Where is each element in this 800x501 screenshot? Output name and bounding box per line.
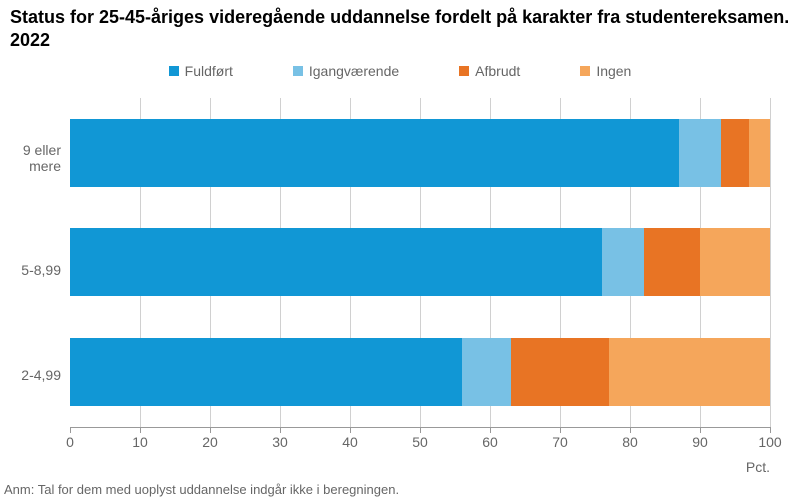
- x-tick-label: 40: [342, 434, 358, 450]
- y-axis-labels: 9 eller mere 5-8,99 2-4,99: [0, 98, 65, 427]
- legend-item: Ingen: [580, 63, 631, 79]
- plot-area: [70, 98, 770, 427]
- x-tick: [210, 427, 211, 433]
- y-tick-label: 5-8,99: [0, 262, 65, 279]
- legend-swatch: [293, 66, 303, 76]
- legend-swatch: [459, 66, 469, 76]
- x-tick: [70, 427, 71, 433]
- bar-row: [70, 338, 770, 406]
- bar-segment: [511, 338, 609, 406]
- bar-segment: [749, 119, 770, 187]
- bar-segment: [462, 338, 511, 406]
- x-axis-unit: Pct.: [746, 459, 770, 475]
- legend-swatch: [169, 66, 179, 76]
- x-tick-label: 70: [552, 434, 568, 450]
- legend: Fuldført Igangværende Afbrudt Ingen: [0, 55, 800, 85]
- chart-title: Status for 25-45-åriges videregående udd…: [0, 0, 800, 55]
- legend-item: Afbrudt: [459, 63, 520, 79]
- stacked-bar: [70, 338, 770, 406]
- y-tick-label: 2-4,99: [0, 367, 65, 384]
- legend-item: Igangværende: [293, 63, 399, 79]
- x-axis: 0102030405060708090100: [70, 427, 770, 457]
- bar-segment: [700, 228, 770, 296]
- x-tick-label: 80: [622, 434, 638, 450]
- x-tick: [560, 427, 561, 433]
- bar-row: [70, 228, 770, 296]
- bar-segment: [721, 119, 749, 187]
- x-tick-label: 50: [412, 434, 428, 450]
- x-tick-label: 100: [758, 434, 781, 450]
- bar-segment: [602, 228, 644, 296]
- x-tick: [140, 427, 141, 433]
- x-tick: [490, 427, 491, 433]
- footnote: Anm: Tal for dem med uoplyst uddannelse …: [4, 482, 399, 497]
- x-tick-label: 30: [272, 434, 288, 450]
- stacked-bar: [70, 228, 770, 296]
- bar-segment: [70, 228, 602, 296]
- x-tick: [350, 427, 351, 433]
- bar-rows: [70, 98, 770, 427]
- x-tick-label: 0: [66, 434, 74, 450]
- bar-segment: [70, 338, 462, 406]
- x-tick: [700, 427, 701, 433]
- x-tick: [280, 427, 281, 433]
- x-tick-label: 60: [482, 434, 498, 450]
- x-tick: [420, 427, 421, 433]
- bar-segment: [679, 119, 721, 187]
- legend-label: Ingen: [596, 63, 631, 79]
- stacked-bar: [70, 119, 770, 187]
- bar-segment: [70, 119, 679, 187]
- x-tick-label: 10: [132, 434, 148, 450]
- legend-item: Fuldført: [169, 63, 233, 79]
- x-tick: [630, 427, 631, 433]
- y-tick-label: 9 eller mere: [0, 142, 65, 176]
- bar-segment: [644, 228, 700, 296]
- grid-line: [770, 98, 771, 427]
- legend-label: Igangværende: [309, 63, 399, 79]
- legend-label: Fuldført: [185, 63, 233, 79]
- bar-segment: [609, 338, 770, 406]
- legend-label: Afbrudt: [475, 63, 520, 79]
- bar-row: [70, 119, 770, 187]
- x-tick-label: 90: [692, 434, 708, 450]
- legend-swatch: [580, 66, 590, 76]
- x-tick: [770, 427, 771, 433]
- x-tick-label: 20: [202, 434, 218, 450]
